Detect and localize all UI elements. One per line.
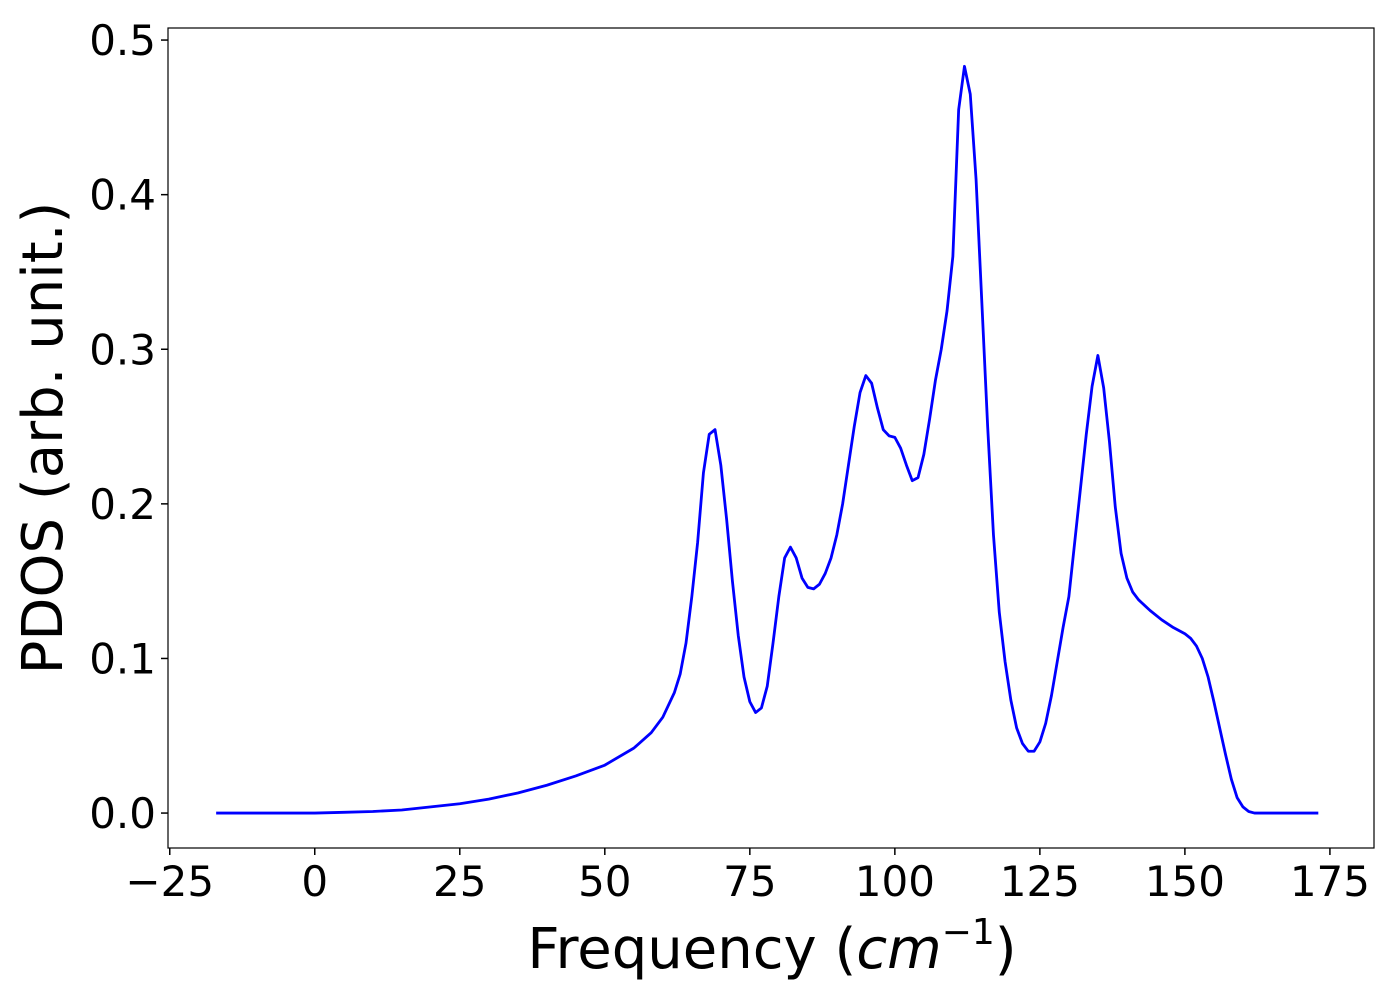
y-tick-label: 0.3: [89, 325, 156, 374]
y-tick-label: 0.5: [89, 16, 156, 65]
y-tick-label: 0.4: [89, 171, 156, 220]
y-axis-label: PDOS (arb. unit.): [11, 202, 76, 675]
x-tick-label: 50: [578, 857, 631, 906]
x-tick-label: −25: [125, 857, 214, 906]
y-tick-label: 0.2: [89, 480, 156, 529]
x-tick-label: 175: [1290, 857, 1370, 906]
y-tick-label: 0.1: [89, 634, 156, 683]
x-label-unit: cm: [856, 917, 941, 982]
x-tick-label: 75: [723, 857, 776, 906]
x-label-exp: −1: [942, 912, 995, 953]
x-tick-label: 0: [301, 857, 328, 906]
x-tick-label: 100: [855, 857, 935, 906]
data-line: [216, 64, 1319, 815]
x-tick-label: 125: [1000, 857, 1080, 906]
plot-frame: [167, 27, 1375, 849]
x-axis-label: Frequency (cm−1): [527, 912, 1016, 982]
x-tick-label: 150: [1145, 857, 1225, 906]
x-tick-label: 25: [433, 857, 486, 906]
x-label-part: ): [995, 917, 1017, 982]
x-label-part: Frequency (: [527, 917, 856, 982]
y-tick-label: 0.0: [89, 789, 156, 838]
